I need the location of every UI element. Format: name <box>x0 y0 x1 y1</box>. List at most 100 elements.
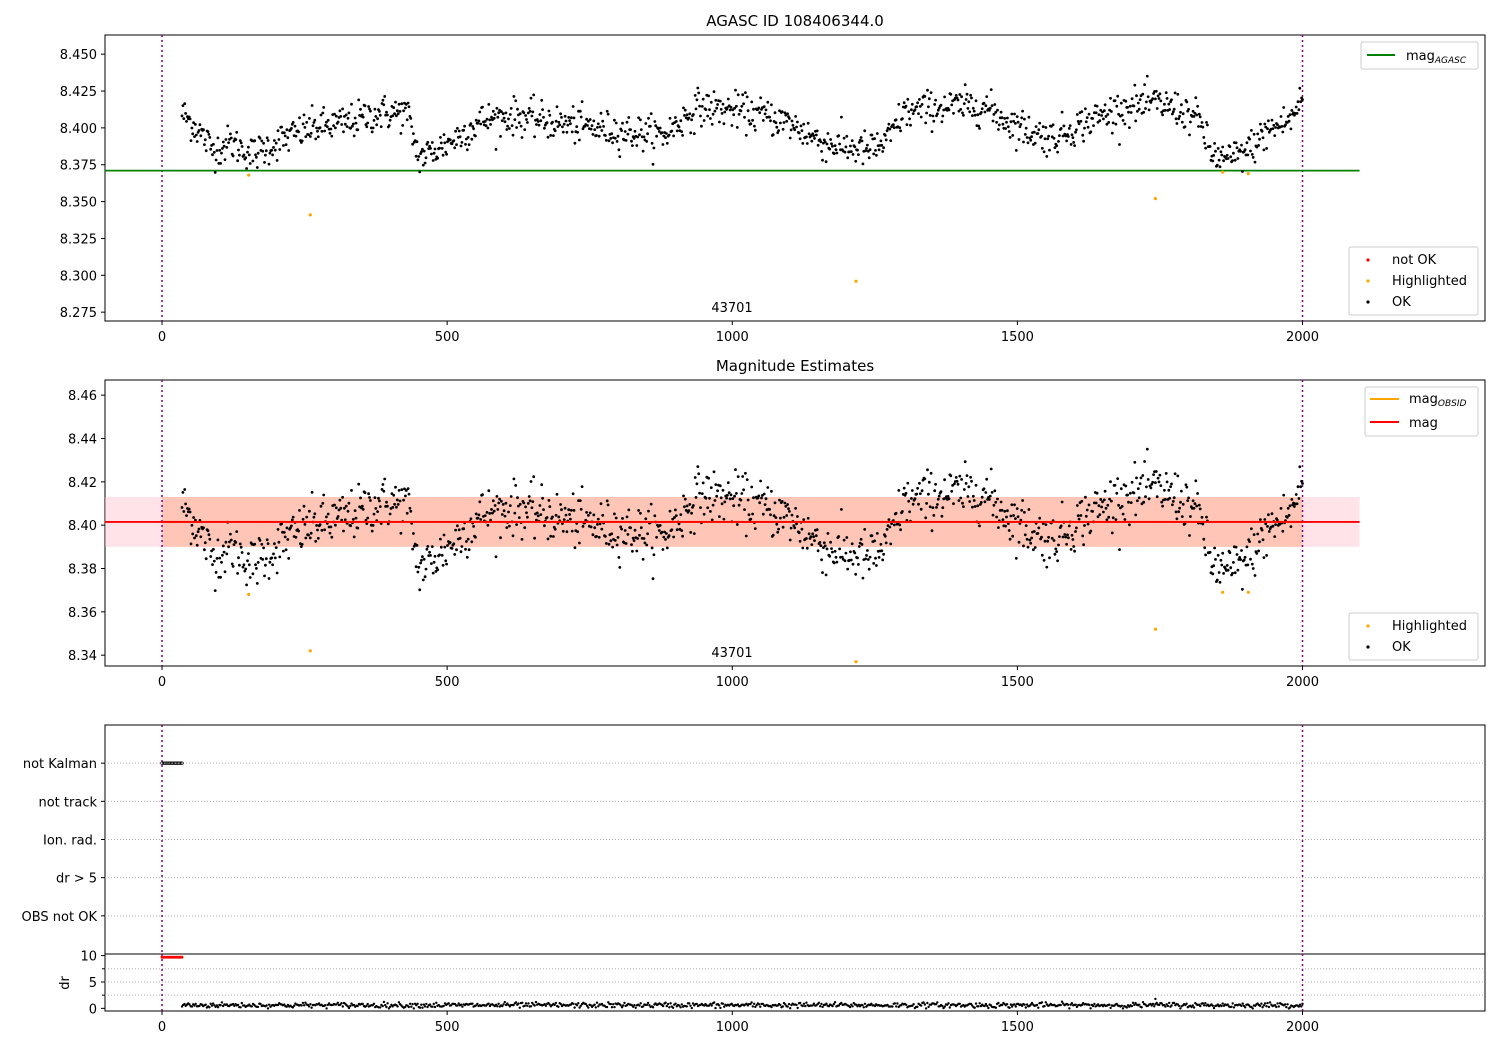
ok-point <box>1212 154 1216 157</box>
dr-ok-point <box>1177 1004 1181 1008</box>
ok-point <box>373 496 377 499</box>
ok-point <box>1137 107 1141 111</box>
ok-point <box>267 577 271 580</box>
ok-point <box>1105 122 1109 126</box>
ok-point <box>514 99 518 103</box>
ok-point <box>572 509 576 512</box>
y-tick-label: Ion. rad. <box>43 834 97 849</box>
ok-point <box>621 517 624 520</box>
ok-point <box>286 136 290 140</box>
ok-point <box>479 122 483 126</box>
ok-point <box>812 134 815 138</box>
ok-point <box>545 516 549 519</box>
ok-point <box>1299 100 1303 104</box>
ok-point <box>386 522 390 526</box>
ok-point <box>301 517 305 521</box>
ok-point <box>880 143 884 147</box>
ok-point <box>450 142 454 146</box>
ok-point <box>402 109 405 113</box>
ok-point <box>229 532 232 536</box>
dr-ok-point <box>994 1006 998 1009</box>
dr-axis-label: dr <box>58 976 73 990</box>
ok-point <box>376 117 379 121</box>
ok-point <box>204 557 208 561</box>
ok-point <box>825 547 829 551</box>
ok-point <box>291 515 295 519</box>
ok-point <box>1175 517 1179 521</box>
ok-point <box>190 126 194 130</box>
ok-point <box>959 496 963 500</box>
ok-point <box>1211 572 1215 576</box>
ok-point <box>593 526 597 530</box>
ok-point <box>867 156 871 160</box>
ok-point <box>283 535 287 539</box>
ok-point <box>979 501 983 504</box>
y-tick-label: 8.300 <box>60 269 97 284</box>
ok-point <box>536 514 540 518</box>
ok-point <box>1234 545 1238 549</box>
ok-point <box>234 138 238 142</box>
ok-point <box>1233 158 1237 162</box>
ok-point <box>833 549 837 553</box>
ok-point <box>1191 499 1195 503</box>
ok-point <box>1011 134 1015 137</box>
ok-point <box>1267 513 1270 517</box>
ok-point <box>1139 94 1143 98</box>
ok-point <box>822 138 826 142</box>
ok-point <box>282 131 286 135</box>
ok-point <box>1109 96 1112 100</box>
ok-point <box>740 492 744 495</box>
dr-ok-point <box>523 1004 526 1007</box>
ok-point <box>1069 548 1073 551</box>
ok-point <box>432 151 436 155</box>
ok-point <box>617 148 621 152</box>
ok-point <box>330 535 334 539</box>
ok-point <box>396 112 400 116</box>
ok-point <box>1042 150 1046 154</box>
ok-point <box>946 495 950 498</box>
ok-point <box>351 518 355 521</box>
ok-point <box>906 481 910 485</box>
ok-point <box>339 506 343 510</box>
ok-point <box>501 112 505 116</box>
dr-ok-point <box>366 1002 369 1006</box>
ok-point <box>930 529 934 533</box>
ok-point <box>1236 157 1240 160</box>
ok-point <box>641 557 645 561</box>
ok-point <box>1073 549 1076 553</box>
ok-point <box>1301 98 1304 101</box>
ok-point <box>351 122 355 126</box>
dr-ok-point <box>1013 1003 1016 1006</box>
ok-point <box>1180 489 1183 493</box>
ok-point <box>535 511 539 515</box>
ok-point <box>1017 540 1021 544</box>
ok-point <box>576 130 579 134</box>
ok-point <box>685 113 689 117</box>
ok-point <box>660 530 664 534</box>
dr-ok-point <box>668 1006 671 1009</box>
ok-point <box>833 144 837 148</box>
ok-point <box>591 533 595 537</box>
ok-point <box>901 510 904 513</box>
ok-point <box>1075 128 1078 132</box>
ok-point <box>1042 558 1046 562</box>
ok-point <box>308 536 312 540</box>
ok-point <box>992 503 996 507</box>
dr-ok-point <box>978 1002 981 1005</box>
ok-point <box>793 128 797 132</box>
ok-point <box>947 497 951 501</box>
dr-ok-point <box>589 1004 592 1007</box>
dr-ok-point <box>347 1006 351 1010</box>
ok-point <box>368 107 371 111</box>
ok-point <box>1203 141 1207 145</box>
ok-point <box>357 98 361 102</box>
dr-ok-point <box>587 1006 590 1009</box>
ok-point <box>597 535 601 539</box>
ok-point <box>545 121 549 125</box>
ok-point <box>517 504 520 508</box>
ok-point <box>1045 565 1049 569</box>
dr-ok-point <box>585 1004 589 1007</box>
dr-ok-point <box>648 1004 651 1007</box>
ok-point <box>798 137 802 141</box>
ok-point <box>1110 531 1114 535</box>
